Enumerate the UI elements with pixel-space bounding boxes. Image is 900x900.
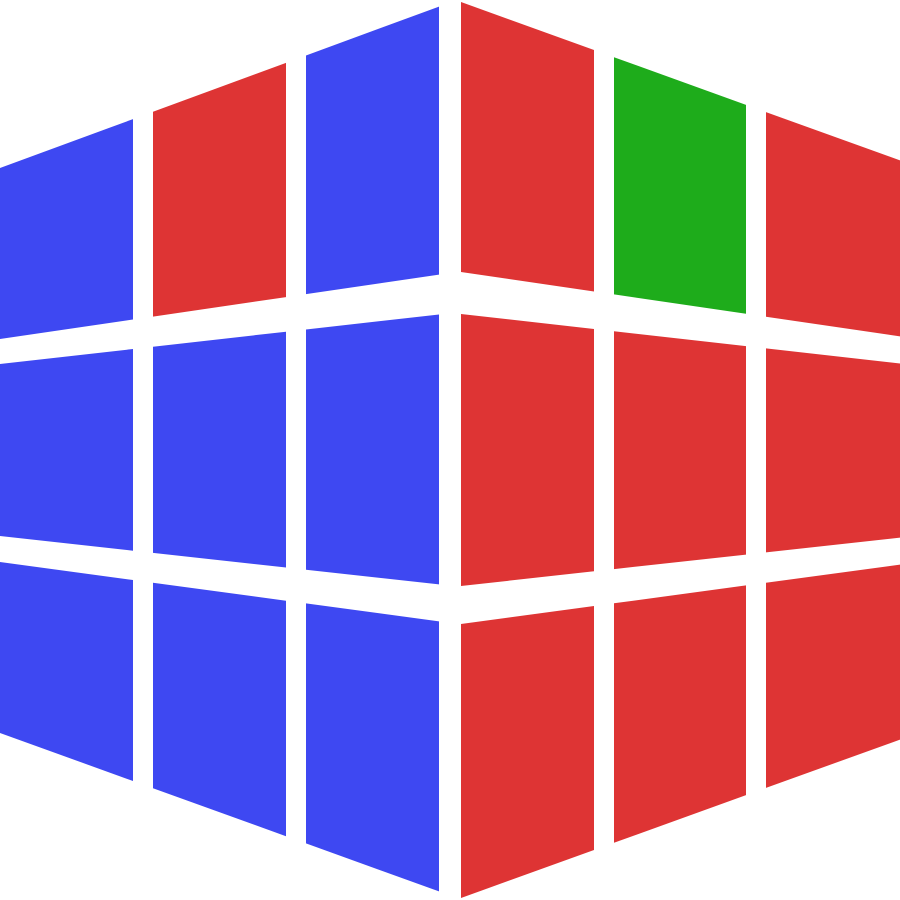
right-face-sticker-r3-c3[interactable]	[766, 564, 900, 788]
left-face	[0, 6, 439, 892]
left-face-sticker-r2-c2[interactable]	[153, 331, 286, 568]
right-face-sticker-r1-c3[interactable]	[766, 112, 900, 337]
right-face-sticker-r2-c2[interactable]	[614, 331, 746, 570]
right-face-sticker-r2-c3[interactable]	[766, 348, 900, 553]
left-face-sticker-r1-c2[interactable]	[153, 62, 286, 317]
right-face-sticker-r2-c1[interactable]	[461, 314, 594, 586]
left-face-sticker-r2-c1[interactable]	[0, 349, 133, 551]
right-face-sticker-r1-c2[interactable]	[614, 57, 746, 314]
left-face-sticker-r3-c1[interactable]	[0, 562, 133, 781]
right-face-sticker-r1-c1[interactable]	[461, 2, 594, 292]
left-face-sticker-r3-c2[interactable]	[153, 582, 286, 837]
right-face-sticker-r3-c2[interactable]	[614, 585, 746, 843]
right-face	[461, 2, 900, 898]
left-face-sticker-r3-c3[interactable]	[306, 603, 439, 892]
right-face-sticker-r3-c1[interactable]	[461, 606, 594, 898]
left-face-sticker-r1-c3[interactable]	[306, 6, 439, 295]
left-face-sticker-r2-c3[interactable]	[306, 314, 439, 585]
left-face-sticker-r1-c1[interactable]	[0, 119, 133, 339]
